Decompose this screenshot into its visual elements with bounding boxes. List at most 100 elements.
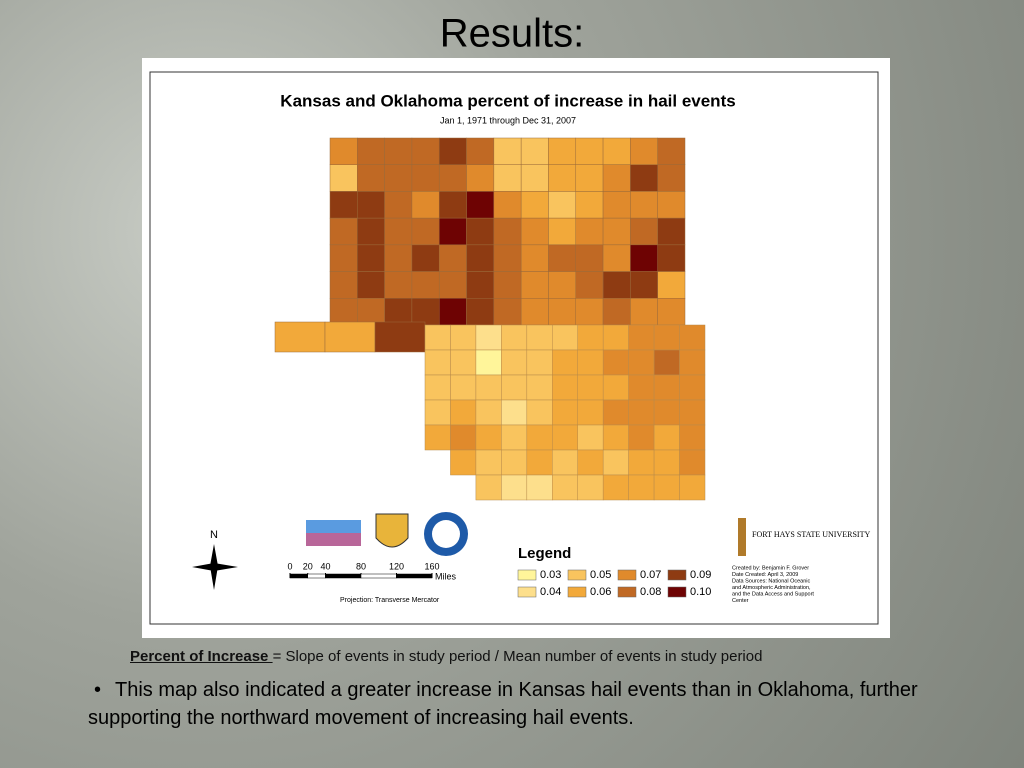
county — [657, 244, 686, 272]
county — [520, 298, 549, 326]
county — [602, 217, 631, 246]
county — [653, 349, 680, 376]
definition: Percent of Increase = Slope of events in… — [130, 648, 762, 665]
county — [438, 191, 467, 219]
legend-swatch — [617, 569, 637, 581]
county — [630, 217, 658, 246]
county — [329, 137, 358, 165]
legend-swatch — [517, 586, 537, 598]
county — [577, 324, 604, 351]
county — [357, 137, 385, 165]
county — [424, 399, 451, 426]
county — [424, 424, 451, 451]
definition-text: = Slope of events in study period / Mean… — [272, 648, 763, 665]
county — [438, 164, 467, 192]
county — [384, 244, 413, 272]
county — [602, 324, 629, 351]
logo — [738, 518, 746, 556]
legend-swatch — [517, 569, 537, 581]
county — [493, 271, 522, 299]
county — [438, 271, 467, 299]
county — [602, 164, 631, 192]
county — [520, 191, 549, 219]
bullet: This map also indicated a greater increa… — [88, 676, 918, 732]
county — [630, 298, 658, 326]
county — [548, 164, 577, 192]
county — [374, 321, 426, 353]
county — [657, 191, 686, 219]
county — [552, 349, 578, 376]
legend-label: 0.07 — [640, 569, 661, 581]
scale-segment — [325, 573, 362, 579]
county — [411, 298, 440, 326]
county — [438, 298, 467, 326]
county — [526, 474, 553, 501]
county — [657, 164, 686, 192]
county — [575, 191, 604, 219]
logo — [432, 520, 460, 548]
county — [411, 191, 440, 219]
county — [577, 399, 604, 426]
county — [577, 374, 604, 401]
county — [384, 217, 413, 246]
county — [577, 474, 604, 501]
county — [657, 298, 686, 326]
county — [501, 374, 528, 401]
map-title: Kansas and Oklahoma percent of increase … — [280, 91, 735, 110]
county — [475, 474, 502, 501]
county — [653, 324, 680, 351]
county — [630, 244, 658, 272]
county — [324, 321, 376, 353]
county — [602, 191, 631, 219]
map-border — [149, 71, 879, 625]
county — [501, 349, 528, 376]
county — [438, 244, 467, 272]
county — [357, 298, 385, 326]
county — [450, 374, 477, 401]
county — [575, 137, 604, 165]
county — [466, 244, 495, 272]
county — [552, 474, 578, 501]
county — [575, 164, 604, 192]
county — [438, 137, 467, 165]
county — [575, 271, 604, 299]
county — [679, 449, 706, 476]
scale-label: 20 — [303, 561, 313, 571]
county — [411, 271, 440, 299]
county — [501, 474, 528, 501]
legend-title: Legend — [518, 545, 571, 562]
logo — [375, 513, 409, 548]
map-subtitle: Jan 1, 1971 through Dec 31, 2007 — [440, 115, 576, 125]
county — [577, 424, 604, 451]
scale-segment — [307, 573, 326, 579]
county — [679, 399, 706, 426]
credit-line: Date Created: April 3, 2009 — [732, 572, 798, 578]
county — [493, 298, 522, 326]
county — [552, 374, 578, 401]
county — [466, 191, 495, 219]
county — [384, 137, 413, 165]
county — [329, 244, 358, 272]
credit-line: Center — [732, 598, 749, 604]
county — [450, 449, 477, 476]
county — [602, 137, 631, 165]
county — [602, 244, 631, 272]
county — [526, 374, 553, 401]
county — [357, 191, 385, 219]
legend-label: 0.10 — [690, 586, 711, 598]
county — [630, 191, 658, 219]
county — [520, 164, 549, 192]
county — [575, 217, 604, 246]
county — [493, 191, 522, 219]
legend-label: 0.05 — [590, 569, 611, 581]
north-arrow — [192, 544, 238, 590]
county — [628, 349, 655, 376]
county — [526, 424, 553, 451]
county — [679, 349, 706, 376]
county — [526, 399, 553, 426]
county — [384, 298, 413, 326]
scale-label: 0 — [287, 561, 292, 571]
county — [653, 399, 680, 426]
county — [274, 321, 326, 353]
